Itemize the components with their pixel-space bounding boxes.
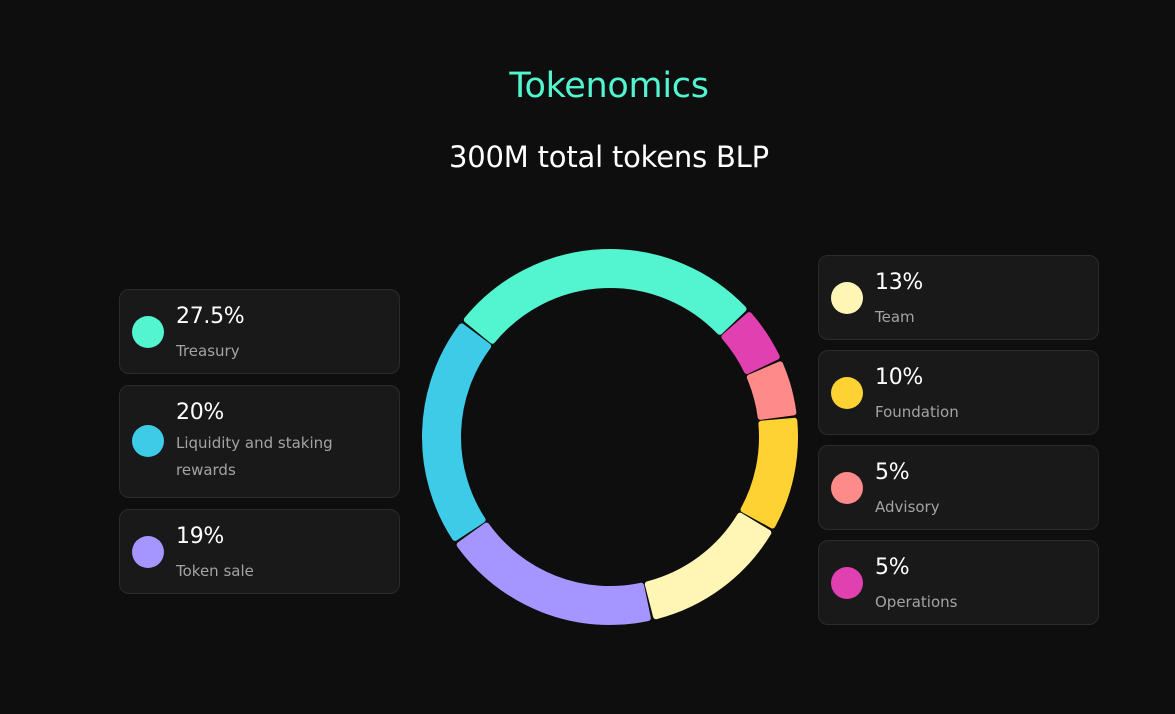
legend-label: Advisory xyxy=(875,498,940,516)
legend-dot-advisory xyxy=(831,472,863,504)
legend-label: Liquidity and staking rewards xyxy=(176,434,333,479)
legend-dot-operations xyxy=(831,567,863,599)
donut-chart xyxy=(422,249,798,625)
legend-percent: 5% xyxy=(875,460,910,485)
donut-slice-advisory xyxy=(746,361,797,420)
legend-card-advisory: 5% Advisory xyxy=(818,445,1099,530)
legend-label: Foundation xyxy=(875,403,959,421)
page-subtitle: 300M total tokens BLP xyxy=(449,140,769,174)
legend-percent: 5% xyxy=(875,555,910,580)
donut-slice-operations xyxy=(721,312,780,375)
legend-left: 27.5% Treasury 20% Liquidity and staking… xyxy=(119,289,400,605)
legend-label: Token sale xyxy=(176,562,254,580)
legend-label: Treasury xyxy=(176,342,240,360)
donut-slice-foundation xyxy=(740,417,798,529)
legend-label: Team xyxy=(875,308,915,326)
legend-card-treasury: 27.5% Treasury xyxy=(119,289,400,374)
donut-slice-team xyxy=(644,512,772,620)
legend-card-token-sale: 19% Token sale xyxy=(119,509,400,594)
legend-dot-foundation xyxy=(831,377,863,409)
legend-percent: 19% xyxy=(176,524,224,549)
donut-slice-liquidity-and-staking-rewards xyxy=(422,323,492,541)
legend-right: 13% Team 10% Foundation 5% Advisory 5% O… xyxy=(818,255,1099,635)
legend-card-operations: 5% Operations xyxy=(818,540,1099,625)
legend-card-liquidity: 20% Liquidity and staking rewards xyxy=(119,385,400,498)
legend-dot-treasury xyxy=(132,316,164,348)
page-title: Tokenomics xyxy=(509,66,709,106)
legend-label: Operations xyxy=(875,593,958,611)
legend-percent: 27.5% xyxy=(176,304,245,329)
legend-percent: 13% xyxy=(875,270,923,295)
legend-dot-team xyxy=(831,282,863,314)
donut-slice-treasury xyxy=(463,249,747,344)
legend-card-foundation: 10% Foundation xyxy=(818,350,1099,435)
donut-slice-token-sale xyxy=(456,522,651,625)
legend-dot-liquidity xyxy=(132,425,164,457)
legend-percent: 20% xyxy=(176,400,224,425)
legend-card-team: 13% Team xyxy=(818,255,1099,340)
legend-dot-token-sale xyxy=(132,536,164,568)
legend-percent: 10% xyxy=(875,365,923,390)
